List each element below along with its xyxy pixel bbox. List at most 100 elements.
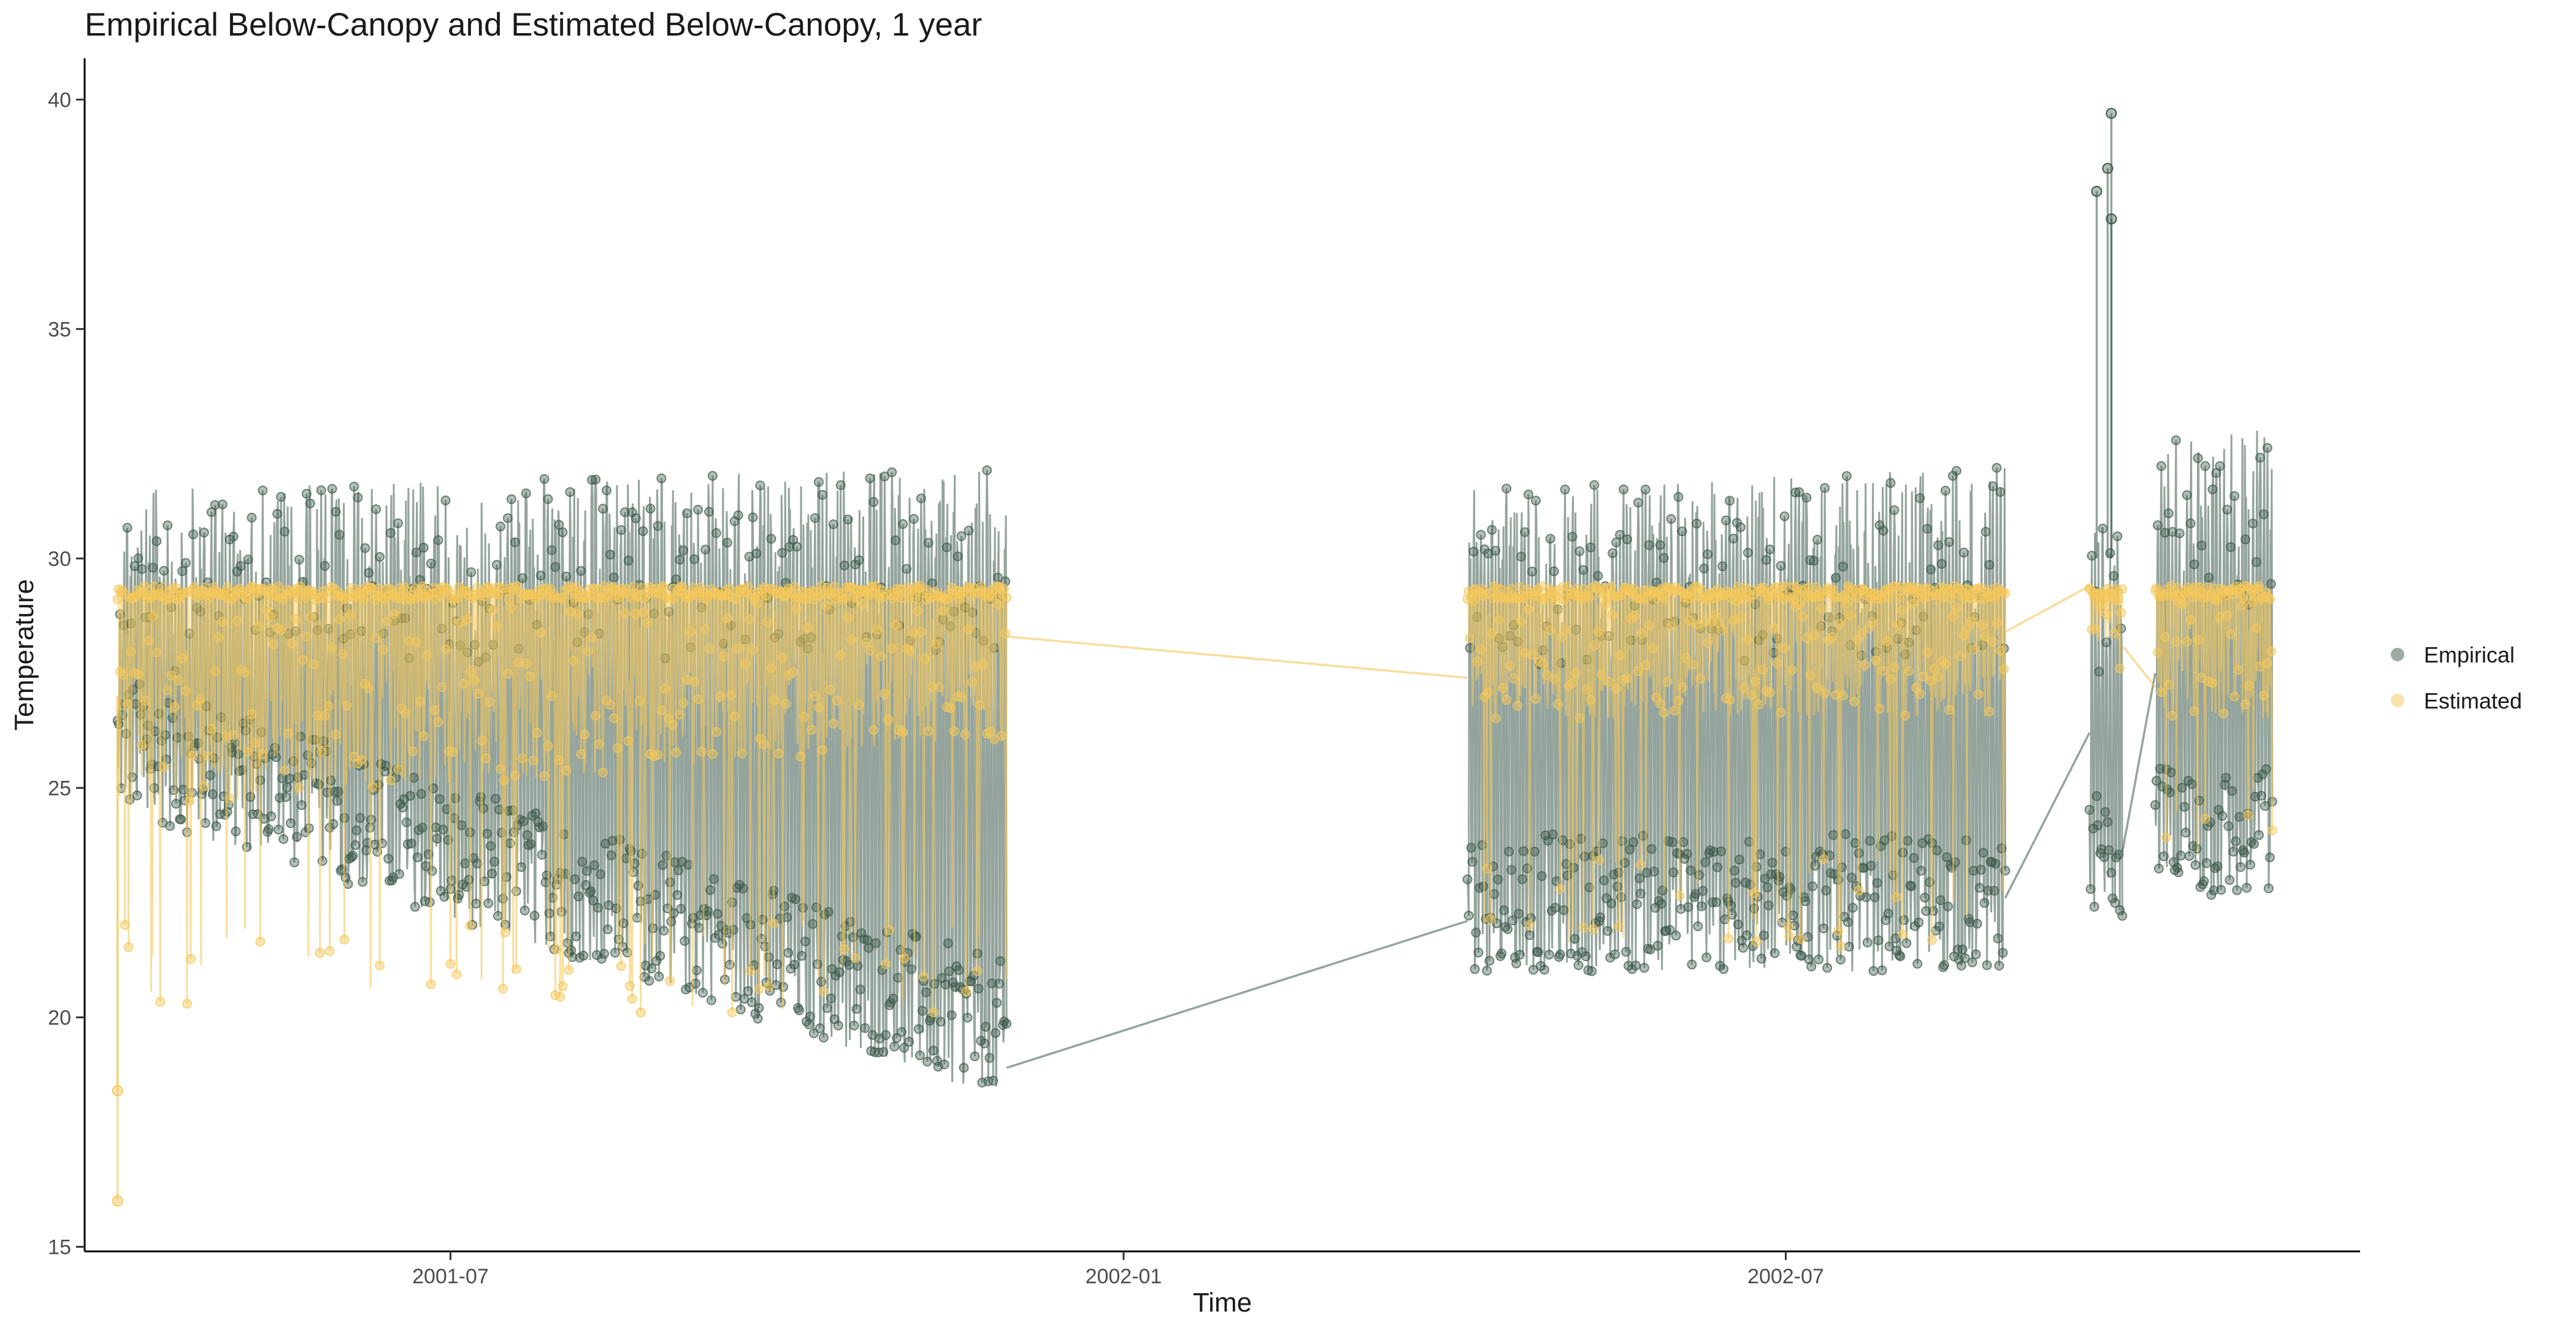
data-point (2163, 680, 2174, 690)
data-point (1517, 874, 1528, 885)
data-point (1947, 612, 1958, 622)
data-point (1494, 615, 1505, 625)
data-point (342, 701, 352, 711)
legend: Empirical Estimated (2380, 632, 2522, 724)
series-estimated (112, 581, 2277, 1207)
data-point (1816, 604, 1827, 614)
data-point (1988, 481, 1998, 491)
data-point (2232, 885, 2242, 896)
data-point (743, 986, 753, 996)
data-point (1991, 463, 2002, 473)
data-point (258, 485, 268, 496)
data-point (861, 638, 872, 648)
data-point (412, 852, 423, 862)
data-point (1511, 958, 1522, 969)
data-point (351, 825, 362, 835)
data-point (913, 1024, 924, 1034)
data-point (137, 564, 147, 574)
legend-key-estimated (2380, 683, 2417, 720)
data-point (997, 731, 1007, 741)
data-point (199, 781, 209, 791)
data-point (1812, 534, 1823, 545)
data-point (2266, 646, 2276, 656)
data-point (316, 747, 326, 757)
data-point (1812, 682, 1823, 693)
data-point (1869, 892, 1880, 902)
data-point (315, 948, 325, 958)
data-point (272, 509, 283, 519)
data-point (543, 741, 553, 751)
data-point (207, 789, 218, 799)
data-point (733, 510, 743, 520)
data-point (777, 653, 788, 663)
data-point (2152, 775, 2161, 786)
data-point (871, 938, 881, 948)
data-point (1558, 905, 1569, 915)
data-point (1606, 582, 1617, 592)
data-point (2158, 851, 2169, 861)
data-point (2229, 691, 2240, 702)
data-point (1533, 947, 1543, 958)
data-point (631, 513, 641, 523)
data-point (928, 1007, 938, 1018)
data-point (426, 558, 436, 569)
data-point (2114, 850, 2124, 859)
data-point (898, 727, 908, 737)
data-point (305, 498, 315, 509)
data-point (834, 967, 845, 977)
data-point (1599, 875, 1609, 886)
data-point (169, 785, 179, 796)
data-point (612, 743, 623, 753)
data-point (984, 1053, 995, 1063)
data-point (2160, 528, 2170, 538)
data-point (2178, 599, 2188, 609)
data-point (835, 650, 846, 660)
data-point (645, 504, 656, 514)
data-point (1790, 487, 1801, 497)
data-point (1499, 905, 1509, 915)
data-point (2221, 772, 2231, 783)
data-point (371, 633, 381, 643)
data-point (602, 924, 613, 934)
data-point (1895, 951, 1906, 961)
data-point (608, 572, 619, 583)
data-point (1951, 466, 1961, 476)
data-point (286, 818, 296, 828)
data-point (773, 748, 784, 759)
data-point (2167, 710, 2177, 721)
data-point (1497, 948, 1507, 959)
data-point (1936, 895, 1946, 905)
data-point (185, 796, 194, 807)
data-point (353, 493, 363, 503)
data-point (1512, 701, 1523, 711)
data-point (2237, 601, 2247, 611)
data-point (1988, 637, 1998, 647)
data-point (461, 585, 472, 596)
data-point (1484, 956, 1495, 966)
data-point (1658, 707, 1669, 718)
data-point (483, 898, 494, 908)
data-point (1595, 912, 1606, 923)
data-point (878, 1047, 889, 1057)
data-point (1516, 551, 1527, 562)
data-point (851, 1004, 862, 1014)
data-point (289, 857, 299, 867)
data-point (655, 951, 665, 961)
data-point (727, 1007, 737, 1018)
data-point (1996, 843, 2007, 853)
data-point (576, 566, 586, 576)
data-point (1619, 484, 1629, 494)
data-point (2204, 572, 2214, 583)
data-point (605, 550, 615, 560)
data-point (1769, 948, 1780, 958)
data-point (910, 593, 920, 604)
data-point (188, 750, 198, 761)
data-point (1656, 899, 1666, 909)
data-point (2189, 559, 2199, 569)
data-point (481, 753, 491, 764)
data-point (653, 750, 663, 760)
data-point (2117, 911, 2128, 921)
data-point (762, 616, 773, 627)
data-point (506, 494, 516, 504)
data-point (394, 869, 404, 879)
